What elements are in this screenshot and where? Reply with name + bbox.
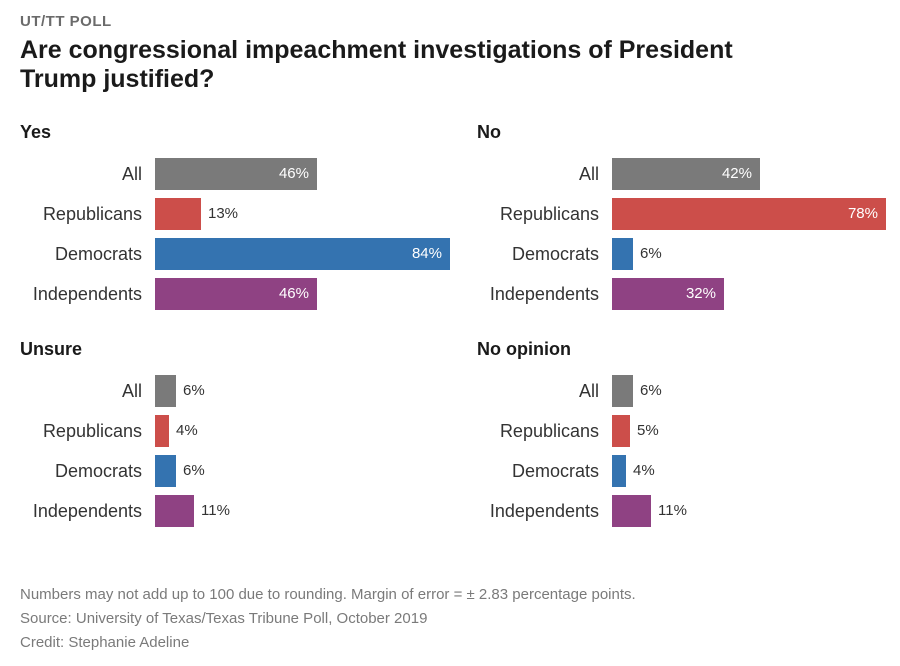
category-label: Democrats bbox=[511, 244, 599, 264]
footer-source: Source: University of Texas/Texas Tribun… bbox=[20, 610, 428, 627]
bar-democrats bbox=[155, 238, 450, 270]
category-label-wrap: All bbox=[20, 375, 142, 407]
category-label: All bbox=[578, 381, 599, 401]
bar-row-yes-all: All 46% bbox=[20, 158, 450, 190]
value-label: 6% bbox=[183, 382, 205, 399]
value-label: 11% bbox=[201, 502, 230, 519]
bar-all bbox=[612, 158, 760, 190]
value-label: 11% bbox=[658, 502, 687, 519]
bar-republicans bbox=[612, 415, 630, 447]
bar-republicans bbox=[155, 198, 201, 230]
value-label: 78% bbox=[847, 205, 878, 222]
category-label: Independents bbox=[32, 284, 142, 304]
bar-row-no-republicans: Republicans 78% bbox=[477, 198, 900, 230]
panel-unsure: Unsure All 6% Republicans 4% Democrats 6% Inde… bbox=[20, 339, 450, 539]
category-label: Independents bbox=[489, 501, 599, 521]
category-label: Independents bbox=[32, 501, 142, 521]
bar-row-no-independents: Independents 32% bbox=[477, 278, 900, 310]
bar-row-unsure-all: All 6% bbox=[20, 375, 450, 407]
value-label: 46% bbox=[278, 285, 309, 302]
bar-republicans bbox=[612, 198, 886, 230]
footer-note: Numbers may not add up to 100 due to rou… bbox=[20, 586, 636, 603]
category-label-wrap: Democrats bbox=[20, 238, 142, 270]
category-label-wrap: Republicans bbox=[477, 415, 599, 447]
bar-row-yes-independents: Independents 46% bbox=[20, 278, 450, 310]
chart-footer: Numbers may not add up to 100 due to rou… bbox=[20, 583, 636, 655]
value-label: 84% bbox=[411, 245, 442, 262]
bar-democrats bbox=[612, 455, 626, 487]
category-label-wrap: Democrats bbox=[477, 455, 599, 487]
bar-democrats bbox=[612, 238, 633, 270]
poll-kicker: UT/TT POLL bbox=[20, 13, 112, 30]
value-label: 5% bbox=[637, 422, 659, 439]
bar-row-no-democrats: Democrats 6% bbox=[477, 238, 900, 270]
category-label: All bbox=[121, 164, 142, 184]
category-label-wrap: Independents bbox=[20, 495, 142, 527]
category-label: All bbox=[121, 381, 142, 401]
panel-title-no-opinion: No opinion bbox=[477, 339, 571, 359]
bar-row-no-opinion-democrats: Democrats 4% bbox=[477, 455, 900, 487]
value-label: 4% bbox=[176, 422, 198, 439]
category-label: Republicans bbox=[499, 204, 599, 224]
category-label: Democrats bbox=[511, 461, 599, 481]
category-label-wrap: Democrats bbox=[20, 455, 142, 487]
panel-title-no: No bbox=[477, 122, 501, 142]
chart-title: Are congressional impeachment investigat… bbox=[20, 36, 733, 93]
panel-title-unsure: Unsure bbox=[20, 339, 83, 359]
category-label-wrap: Republicans bbox=[477, 198, 599, 230]
category-label: Republicans bbox=[42, 204, 142, 224]
category-label: Democrats bbox=[54, 461, 142, 481]
bar-row-no-opinion-all: All 6% bbox=[477, 375, 900, 407]
value-label: 6% bbox=[640, 245, 662, 262]
bar-row-unsure-republicans: Republicans 4% bbox=[20, 415, 450, 447]
value-label: 6% bbox=[640, 382, 662, 399]
bar-independents bbox=[612, 495, 651, 527]
bar-row-no-opinion-republicans: Republicans 5% bbox=[477, 415, 900, 447]
bar-all bbox=[155, 375, 176, 407]
bar-row-unsure-democrats: Democrats 6% bbox=[20, 455, 450, 487]
value-label: 46% bbox=[278, 165, 309, 182]
category-label-wrap: Democrats bbox=[477, 238, 599, 270]
category-label-wrap: Republicans bbox=[20, 198, 142, 230]
category-label: Republicans bbox=[42, 421, 142, 441]
footer-credit: Credit: Stephanie Adeline bbox=[20, 634, 190, 651]
value-label: 42% bbox=[721, 165, 752, 182]
category-label-wrap: Independents bbox=[477, 495, 599, 527]
bar-row-no-all: All 42% bbox=[477, 158, 900, 190]
panel-no-opinion: No opinion All 6% Republicans 5% Democrats 4%… bbox=[477, 339, 900, 539]
bar-democrats bbox=[155, 455, 176, 487]
panel-yes: Yes All 46% Republicans 13% Democrats 84% Inde… bbox=[20, 122, 450, 322]
category-label-wrap: All bbox=[477, 375, 599, 407]
category-label-wrap: Independents bbox=[477, 278, 599, 310]
bar-independents bbox=[612, 278, 724, 310]
value-label: 6% bbox=[183, 462, 205, 479]
category-label-wrap: Independents bbox=[20, 278, 142, 310]
category-label: Democrats bbox=[54, 244, 142, 264]
bar-independents bbox=[155, 495, 194, 527]
bar-row-no-opinion-independents: Independents 11% bbox=[477, 495, 900, 527]
category-label-wrap: All bbox=[477, 158, 599, 190]
bar-all bbox=[155, 158, 317, 190]
bar-row-unsure-independents: Independents 11% bbox=[20, 495, 450, 527]
bar-republicans bbox=[155, 415, 169, 447]
category-label: All bbox=[578, 164, 599, 184]
bar-all bbox=[612, 375, 633, 407]
category-label-wrap: Republicans bbox=[20, 415, 142, 447]
value-label: 32% bbox=[685, 285, 716, 302]
category-label-wrap: All bbox=[20, 158, 142, 190]
value-label: 4% bbox=[633, 462, 655, 479]
category-label: Independents bbox=[489, 284, 599, 304]
panel-title-yes: Yes bbox=[20, 122, 52, 142]
bar-row-yes-democrats: Democrats 84% bbox=[20, 238, 450, 270]
panel-no: No All 42% Republicans 78% Democrats 6% Indepe… bbox=[477, 122, 900, 322]
category-label: Republicans bbox=[499, 421, 599, 441]
bar-independents bbox=[155, 278, 317, 310]
value-label: 13% bbox=[208, 205, 239, 222]
bar-row-yes-republicans: Republicans 13% bbox=[20, 198, 450, 230]
